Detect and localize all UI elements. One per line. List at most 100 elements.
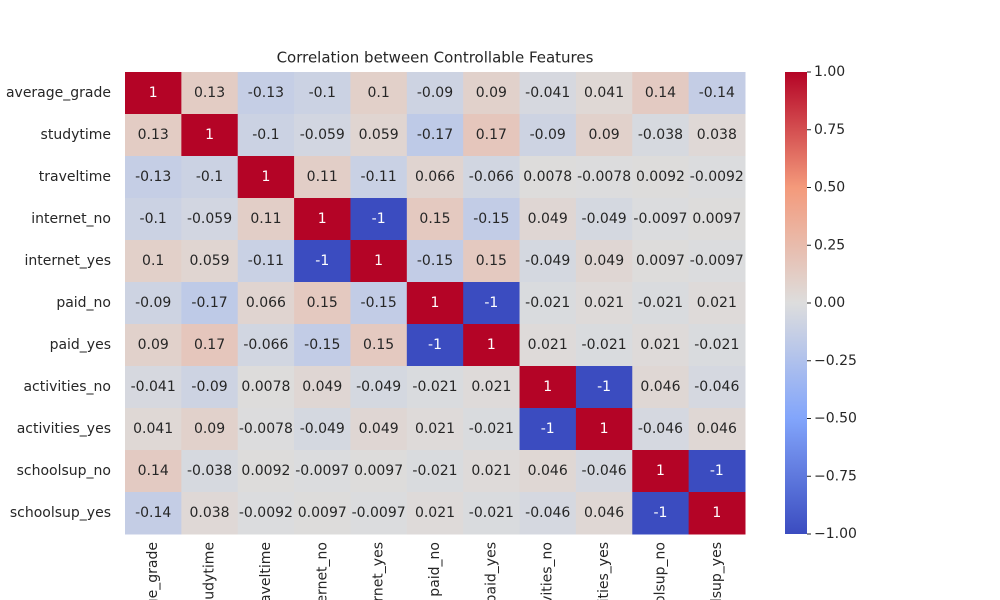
heatmap-cell <box>575 408 633 451</box>
cell-label: -1 <box>315 253 329 269</box>
cell-label: 0.15 <box>419 211 450 227</box>
heatmap-cell <box>575 72 633 115</box>
heatmap-cell <box>463 156 521 199</box>
heatmap-cell <box>688 492 746 535</box>
heatmap-cell <box>406 450 464 493</box>
heatmap-cell <box>688 450 746 493</box>
heatmap-cell <box>350 492 408 535</box>
heatmap-cell <box>125 324 182 367</box>
heatmap-cell <box>181 72 239 115</box>
colorbar-tick-label: −0.75 <box>814 468 857 484</box>
cell-label: 0.0092 <box>636 169 685 185</box>
cell-label: 0.021 <box>697 295 737 311</box>
cell-label: 0.14 <box>138 463 169 479</box>
cell-label: -0.038 <box>187 463 232 479</box>
heatmap-cell <box>181 282 239 325</box>
heatmap-cell <box>181 366 239 409</box>
heatmap-cell <box>463 492 521 535</box>
cell-label: -0.059 <box>300 127 345 143</box>
cell-label: 0.059 <box>189 253 229 269</box>
heatmap-cell <box>237 72 295 115</box>
y-tick-label: average_grade <box>6 85 111 101</box>
cell-label: -0.09 <box>191 379 227 395</box>
cell-label: 0.046 <box>584 505 624 521</box>
cell-label: -0.15 <box>473 211 509 227</box>
heatmap-cell <box>632 324 690 367</box>
heatmap-cell <box>294 282 351 325</box>
heatmap-cell <box>237 156 295 199</box>
cell-label: -0.049 <box>356 379 401 395</box>
heatmap-cell <box>350 450 408 493</box>
y-tick-label: schoolsup_yes <box>10 505 111 521</box>
heatmap-cell <box>575 114 633 157</box>
heatmap-cell <box>688 366 746 409</box>
cell-label: 0.021 <box>584 295 624 311</box>
heatmap-cell <box>350 282 408 325</box>
cell-label: -0.15 <box>304 337 340 353</box>
heatmap-cell <box>632 240 690 283</box>
heatmap-cell <box>237 450 295 493</box>
cell-label: -0.059 <box>187 211 232 227</box>
x-tick-label: schoolsup_yes <box>709 542 725 600</box>
heatmap-cell <box>125 282 182 325</box>
heatmap-cell <box>575 282 633 325</box>
cell-label: -0.13 <box>135 169 171 185</box>
cell-label: 1 <box>261 169 270 185</box>
cell-label: -0.15 <box>417 253 453 269</box>
heatmap-cell <box>181 198 239 241</box>
heatmap-cell <box>519 450 577 493</box>
cell-label: 0.1 <box>368 85 390 101</box>
heatmap-cell <box>237 198 295 241</box>
cell-label: 0.038 <box>189 505 229 521</box>
x-tick-label: average_grade <box>145 542 161 600</box>
cell-label: -0.021 <box>638 295 683 311</box>
heatmap-cell <box>406 324 464 367</box>
cell-label: 0.17 <box>194 337 225 353</box>
heatmap-cell <box>632 114 690 157</box>
colorbar <box>785 72 807 534</box>
y-tick-label: studytime <box>41 127 111 143</box>
heatmap-cell <box>181 408 239 451</box>
heatmap-cell <box>575 324 633 367</box>
cell-label: -0.13 <box>248 85 284 101</box>
y-tick-label: internet_no <box>31 211 111 227</box>
heatmap-cell <box>688 408 746 451</box>
cell-label: 0.1 <box>142 253 164 269</box>
heatmap-cell <box>632 366 690 409</box>
heatmap-cell <box>237 324 295 367</box>
cell-label: -0.021 <box>694 337 739 353</box>
heatmap-cell <box>294 240 351 283</box>
cell-label: -0.0078 <box>239 421 293 437</box>
heatmap-cell <box>406 492 464 535</box>
cell-label: 0.09 <box>138 337 169 353</box>
heatmap-cell <box>125 492 182 535</box>
cell-label: 0.021 <box>415 505 455 521</box>
cell-label: 0.0097 <box>636 253 685 269</box>
heatmap-cell <box>575 366 633 409</box>
heatmap-cell <box>237 492 295 535</box>
cell-label: -1 <box>597 379 611 395</box>
heatmap-cell <box>519 198 577 241</box>
cell-label: 0.15 <box>363 337 394 353</box>
heatmap-cell <box>632 408 690 451</box>
cell-label: 0.09 <box>194 421 225 437</box>
heatmap-cell <box>237 114 295 157</box>
cell-label: -1 <box>372 211 386 227</box>
heatmap-cell <box>575 450 633 493</box>
x-tick-label: internet_yes <box>371 542 387 600</box>
heatmap-cell <box>294 366 351 409</box>
y-tick-label: activities_yes <box>17 421 111 437</box>
cell-label: -0.14 <box>699 85 735 101</box>
cell-label: -0.021 <box>469 421 514 437</box>
cell-label: 0.09 <box>476 85 507 101</box>
colorbar-tick-label: 0.75 <box>814 122 845 138</box>
y-tick-label: paid_no <box>56 295 111 311</box>
cell-label: 0.0078 <box>241 379 290 395</box>
cell-label: -0.14 <box>135 505 171 521</box>
heatmap-cell <box>406 240 464 283</box>
cell-label: 0.059 <box>359 127 399 143</box>
cell-label: 1 <box>318 211 327 227</box>
heatmap-cell <box>519 240 577 283</box>
cell-label: -0.049 <box>582 211 627 227</box>
